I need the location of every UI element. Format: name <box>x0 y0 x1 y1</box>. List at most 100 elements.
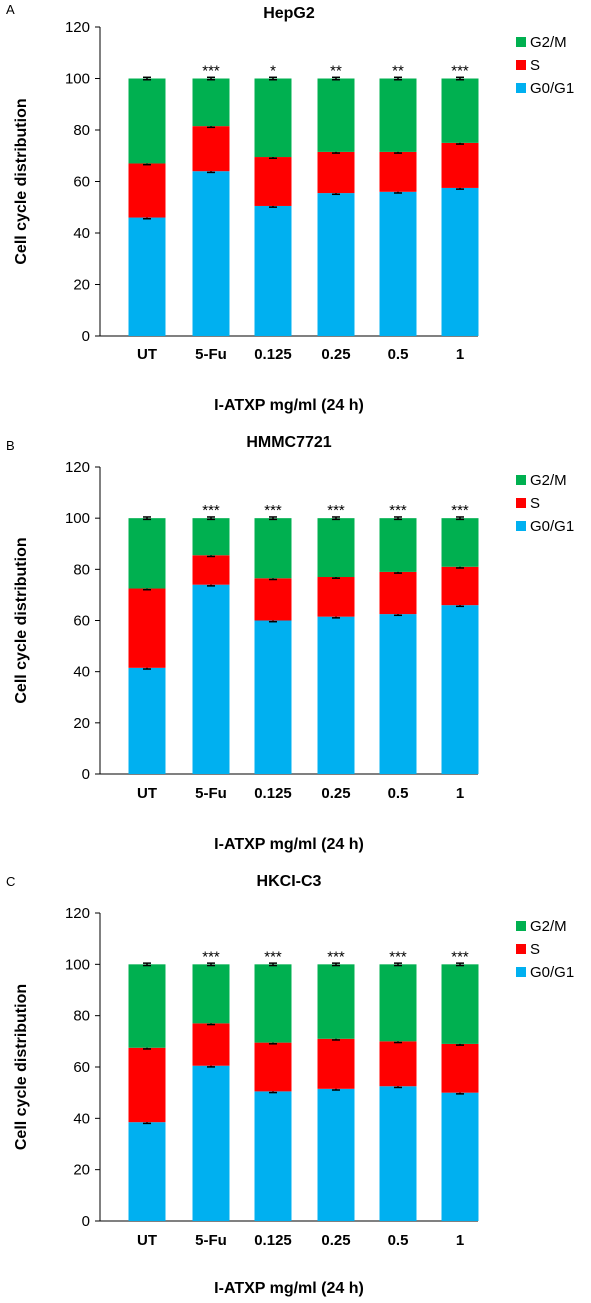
bar-s <box>317 151 355 194</box>
y-tick-label: 100 <box>65 956 90 973</box>
legend-label: S <box>530 495 540 512</box>
bar-s <box>128 163 166 218</box>
x-tick-label: 1 <box>456 785 464 802</box>
bar-g0-g1 <box>192 584 230 774</box>
legend-label: S <box>530 941 540 958</box>
legend-label: G2/M <box>530 472 567 489</box>
x-tick-label: 5-Fu <box>195 785 227 802</box>
legend-swatch <box>516 37 526 47</box>
legend-label: G2/M <box>530 918 567 935</box>
legend-swatch <box>516 921 526 931</box>
bar-g2-m <box>379 78 417 152</box>
bar-g2-m <box>192 518 230 556</box>
significance-marker: *** <box>389 502 407 519</box>
x-tick-label: 0.125 <box>254 346 292 363</box>
y-tick-label: 20 <box>73 1162 90 1179</box>
x-tick-label: UT <box>137 346 157 363</box>
legend-swatch <box>516 83 526 93</box>
x-tick-label: UT <box>137 1232 157 1249</box>
bar-g0-g1 <box>379 191 417 336</box>
bar-g0-g1 <box>254 620 292 774</box>
bar-s <box>128 588 166 668</box>
significance-marker: ** <box>392 63 404 80</box>
bar-g0-g1 <box>192 171 230 336</box>
bar-g2-m <box>317 518 355 578</box>
significance-marker: *** <box>451 63 469 80</box>
bar-s <box>379 1041 417 1087</box>
bar-s <box>441 566 479 606</box>
bar-g2-m <box>192 78 230 127</box>
bar-g2-m <box>128 964 166 1048</box>
panel-letter: A <box>6 2 15 17</box>
bar-s <box>317 577 355 617</box>
significance-marker: *** <box>264 502 282 519</box>
legend-swatch <box>516 498 526 508</box>
legend-swatch <box>516 967 526 977</box>
significance-marker: *** <box>202 502 220 519</box>
bar-g0-g1 <box>128 1122 166 1221</box>
chart-title: HMMC7721 <box>246 434 331 451</box>
bar-s <box>192 126 230 172</box>
x-axis-label: I-ATXP mg/ml (24 h) <box>214 836 364 853</box>
x-tick-label: 0.25 <box>321 1232 350 1249</box>
x-axis-label: I-ATXP mg/ml (24 h) <box>214 397 364 414</box>
bar-s <box>254 1042 292 1092</box>
y-axis-label: Cell cycle distribution <box>13 984 30 1150</box>
bar-g0-g1 <box>254 205 292 336</box>
bar-g0-g1 <box>379 614 417 774</box>
bar-g2-m <box>128 78 166 164</box>
y-tick-label: 80 <box>73 561 90 578</box>
significance-marker: *** <box>202 948 220 965</box>
x-tick-label: 0.5 <box>388 1232 409 1249</box>
y-tick-label: 60 <box>73 1059 90 1076</box>
chart-panel-c: C HKCI-C3 Cell cycle distribution 0 20 40 60 80… <box>6 873 574 1297</box>
y-tick-label: 40 <box>73 664 90 681</box>
y-tick-label: 0 <box>82 1213 90 1230</box>
y-tick-label: 100 <box>65 510 90 527</box>
x-tick-label: 0.5 <box>388 346 409 363</box>
x-tick-label: 0.25 <box>321 346 350 363</box>
legend-swatch <box>516 475 526 485</box>
bar-s <box>192 555 230 585</box>
y-tick-label: 60 <box>73 613 90 630</box>
legend-swatch <box>516 944 526 954</box>
x-axis-label: I-ATXP mg/ml (24 h) <box>214 1280 364 1297</box>
bar-g0-g1 <box>317 616 355 774</box>
legend-label: G0/G1 <box>530 80 574 97</box>
legend: G2/M S G0/G1 <box>516 34 574 97</box>
chart-title: HepG2 <box>263 5 315 22</box>
significance-marker: *** <box>264 948 282 965</box>
bar-s <box>254 157 292 206</box>
x-tick-label: UT <box>137 785 157 802</box>
bar-s <box>192 1023 230 1066</box>
legend: G2/M S G0/G1 <box>516 472 574 535</box>
legend-label: G2/M <box>530 34 567 51</box>
bar-g2-m <box>441 518 479 567</box>
x-tick-label: 0.25 <box>321 785 350 802</box>
bar-g2-m <box>379 964 417 1042</box>
y-tick-label: 20 <box>73 715 90 732</box>
significance-marker: ** <box>330 63 342 80</box>
bar-g0-g1 <box>441 1092 479 1221</box>
y-tick-label: 0 <box>82 328 90 345</box>
significance-marker: *** <box>451 502 469 519</box>
x-tick-label: 5-Fu <box>195 1232 227 1249</box>
y-tick-label: 40 <box>73 1110 90 1127</box>
bar-g0-g1 <box>441 187 479 336</box>
x-tick-label: 5-Fu <box>195 346 227 363</box>
y-tick-label: 40 <box>73 225 90 242</box>
bar-g2-m <box>128 518 166 589</box>
bar-s <box>128 1047 166 1123</box>
y-axis-label: Cell cycle distribution <box>13 537 30 703</box>
bar-g2-m <box>441 78 479 143</box>
bar-g2-m <box>254 964 292 1043</box>
bar-g2-m <box>254 518 292 579</box>
y-tick-label: 80 <box>73 1008 90 1025</box>
significance-marker: *** <box>451 948 469 965</box>
x-tick-label: 1 <box>456 1232 464 1249</box>
bar-g0-g1 <box>317 193 355 336</box>
panel-letter: C <box>6 874 15 889</box>
y-tick-label: 120 <box>65 459 90 476</box>
bar-s <box>441 142 479 188</box>
